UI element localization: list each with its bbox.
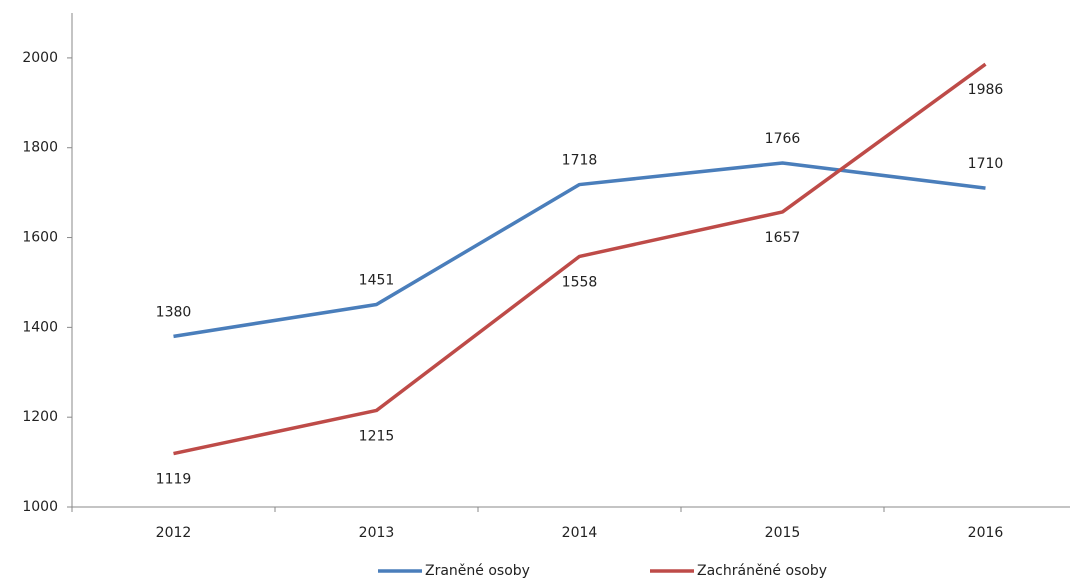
x-tick-label: 2013	[359, 525, 395, 541]
data-label: 1558	[562, 274, 598, 290]
y-tick-label: 1000	[22, 499, 58, 515]
x-tick-label: 2012	[156, 525, 192, 541]
legend-label: Zraněné osoby	[425, 563, 530, 578]
y-tick-label: 2000	[22, 50, 58, 66]
data-label: 1380	[156, 304, 192, 320]
data-label: 1986	[968, 82, 1004, 98]
y-tick-label: 1200	[22, 409, 58, 425]
y-tick-label: 1600	[22, 230, 58, 246]
data-label: 1657	[765, 230, 801, 246]
x-tick-label: 2014	[562, 525, 598, 541]
series-line	[173, 161, 986, 339]
data-label: 1215	[359, 428, 395, 444]
y-tick-label: 1400	[22, 319, 58, 335]
data-label: 1718	[562, 153, 598, 169]
legend-label: Zachráněné osoby	[697, 563, 827, 578]
series-line	[173, 62, 987, 456]
data-label: 1766	[765, 131, 801, 147]
data-label: 1451	[359, 272, 395, 288]
x-tick-label: 2015	[765, 525, 801, 541]
data-label: 1119	[156, 472, 192, 488]
x-tick-label: 2016	[968, 525, 1004, 541]
data-label: 1710	[968, 156, 1004, 172]
y-tick-label: 1800	[22, 140, 58, 156]
